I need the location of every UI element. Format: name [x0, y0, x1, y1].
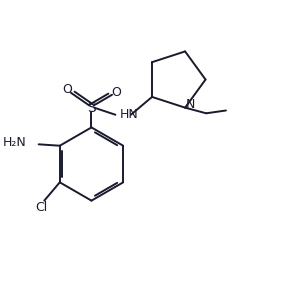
- Text: Cl: Cl: [35, 201, 48, 214]
- Text: O: O: [111, 86, 121, 99]
- Text: O: O: [62, 83, 72, 97]
- Text: S: S: [87, 101, 96, 115]
- Text: HN: HN: [120, 108, 139, 121]
- Text: H₂N: H₂N: [3, 136, 27, 149]
- Text: N: N: [186, 98, 196, 111]
